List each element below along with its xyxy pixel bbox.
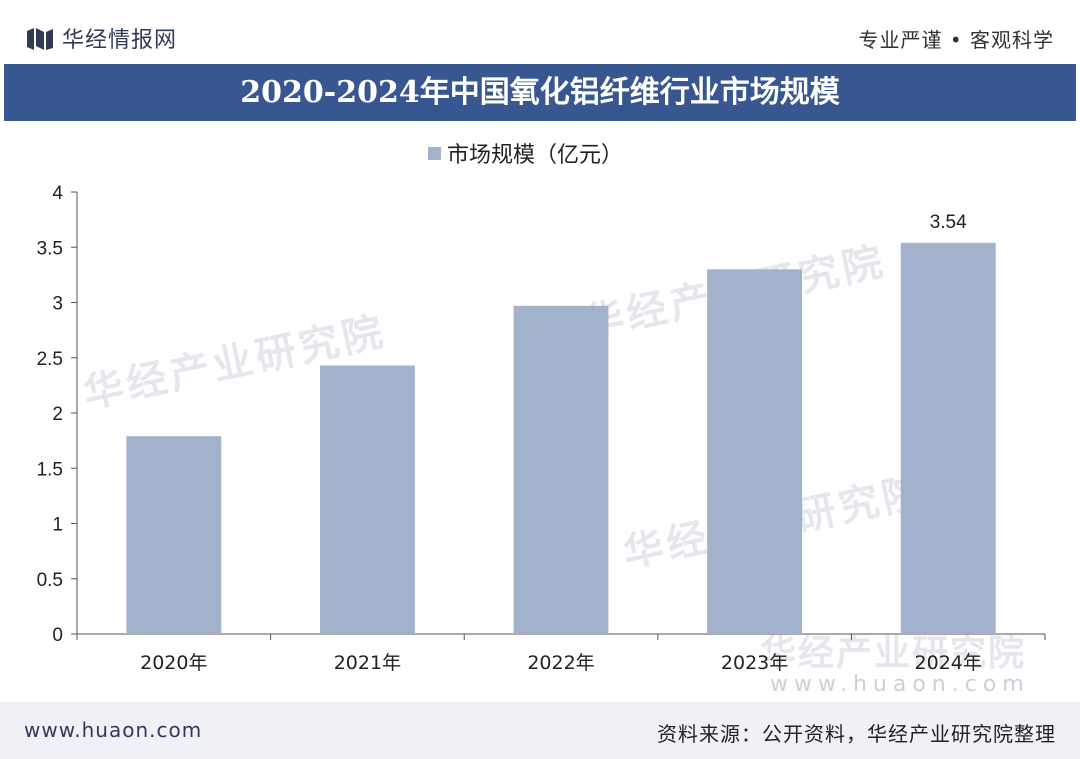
brand-name: 华经情报网	[62, 28, 178, 53]
watermark-url: www.huaon.com	[770, 672, 1030, 697]
legend: 市场规模（亿元）	[428, 136, 623, 170]
y-tick-label: 1.5	[37, 459, 63, 480]
y-tick-label: 1	[52, 515, 63, 536]
x-tick-label: 2021年	[334, 652, 401, 674]
bar	[319, 365, 415, 634]
legend-label: 市场规模（亿元）	[447, 143, 624, 168]
bar	[707, 269, 803, 634]
legend-swatch	[428, 146, 441, 160]
x-tick-label: 2023年	[721, 652, 788, 674]
y-tick-label: 2	[52, 404, 63, 425]
slogan: 专业严谨 • 客观科学	[858, 28, 1054, 52]
data-label: 3.54	[930, 212, 967, 233]
x-tick-label: 2020年	[140, 652, 207, 674]
bar	[126, 436, 222, 634]
y-tick-label: 4	[52, 183, 63, 204]
footer-source: 资料来源：公开资料，华经产业研究院整理	[657, 722, 1056, 746]
x-tick-label: 2022年	[527, 652, 594, 674]
header: 华经情报网 专业严谨 • 客观科学	[0, 0, 1080, 62]
watermark-4: 华经产业研究院	[760, 633, 1027, 674]
y-tick-label: 0	[52, 625, 63, 646]
chart-title: 2020-2024年中国氧化铝纤维行业市场规模	[240, 75, 840, 110]
bar	[900, 242, 996, 634]
bar	[513, 305, 609, 634]
footer: www.huaon.com 资料来源：公开资料，华经产业研究院整理	[0, 702, 1080, 759]
y-tick-label: 0.5	[37, 570, 63, 591]
footer-url[interactable]: www.huaon.com	[24, 718, 203, 742]
y-tick-label: 3.5	[37, 238, 63, 259]
logo-icon	[27, 28, 53, 50]
x-tick-label: 2024年	[915, 652, 982, 674]
y-tick-label: 3	[52, 294, 63, 315]
y-tick-label: 2.5	[37, 349, 63, 370]
title-band: 2020-2024年中国氧化铝纤维行业市场规模	[4, 64, 1076, 121]
